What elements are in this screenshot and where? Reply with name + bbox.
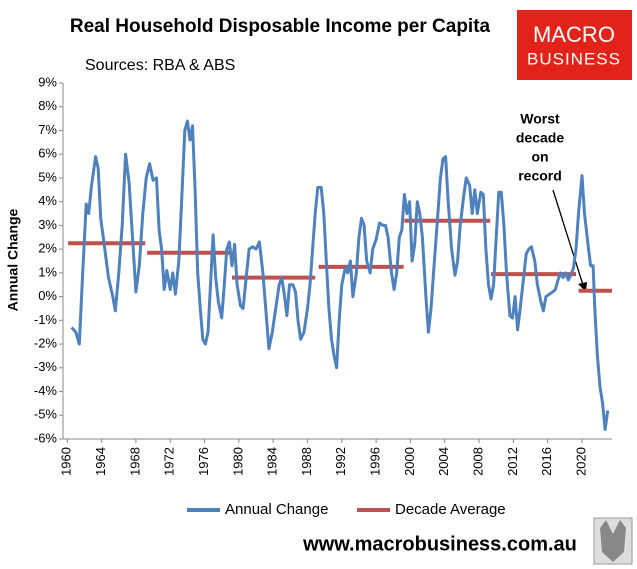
annotation-text: record <box>518 168 562 184</box>
y-tick-label: 6% <box>38 146 57 161</box>
logo-text: MACRO <box>533 22 615 47</box>
y-tick-label: 7% <box>38 122 57 137</box>
x-tick-label: 2004 <box>436 447 451 476</box>
y-axis-label: Annual Change <box>5 208 21 311</box>
x-tick-label: 2000 <box>402 447 417 476</box>
x-tick-label: 1996 <box>368 447 383 476</box>
legend-label: Decade Average <box>395 501 506 518</box>
y-tick-label: -3% <box>34 359 58 374</box>
decade-average-line <box>68 218 612 293</box>
y-tick-label: 9% <box>38 74 57 89</box>
y-tick-label: 2% <box>38 241 57 256</box>
y-tick-label: 3% <box>38 217 57 232</box>
y-tick-label: 0% <box>38 288 57 303</box>
x-tick-label: 1980 <box>230 447 245 476</box>
annotation-arrow <box>552 189 584 286</box>
y-tick-label: -6% <box>34 430 58 445</box>
annotation: Worst decade on record <box>516 111 564 184</box>
x-tick-label: 1988 <box>299 447 314 476</box>
y-tick-label: 8% <box>38 98 57 113</box>
annotation-text: decade <box>516 130 564 146</box>
y-tick-label: -4% <box>34 383 58 398</box>
x-tick-label: 1960 <box>59 447 74 476</box>
chart-subtitle: Sources: RBA & ABS <box>85 57 235 74</box>
logo-box <box>517 10 632 80</box>
x-tick-label: 1968 <box>127 447 142 476</box>
x-tick-label: 1976 <box>196 447 211 476</box>
logo-text: BUSINESS <box>527 49 621 68</box>
series-line <box>70 119 610 431</box>
x-tick-label: 2016 <box>539 447 554 476</box>
y-tick-label: -1% <box>34 312 58 327</box>
x-tick-label: 1964 <box>93 447 108 476</box>
x-tick-label: 1972 <box>162 447 177 476</box>
y-tick-label: -2% <box>34 336 58 351</box>
x-tick-label: 2012 <box>505 447 520 476</box>
y-tick-label: 4% <box>38 193 57 208</box>
chart-title: Real Household Disposable Income per Cap… <box>70 16 491 37</box>
y-tick-label: 5% <box>38 169 57 184</box>
x-tick-label: 1984 <box>265 447 280 476</box>
legend-label: Annual Change <box>225 501 328 518</box>
website: www.macrobusiness.com.au <box>302 533 577 555</box>
x-tick-label: 1992 <box>333 447 348 476</box>
y-tick-label: -5% <box>34 407 58 422</box>
x-tick-label: 2008 <box>470 447 485 476</box>
annotation-text: Worst <box>520 111 560 127</box>
x-tick-label: 2020 <box>573 447 588 476</box>
annotation-text: on <box>531 149 548 165</box>
wolf-icon <box>600 520 626 562</box>
y-tick-label: 1% <box>38 264 57 279</box>
